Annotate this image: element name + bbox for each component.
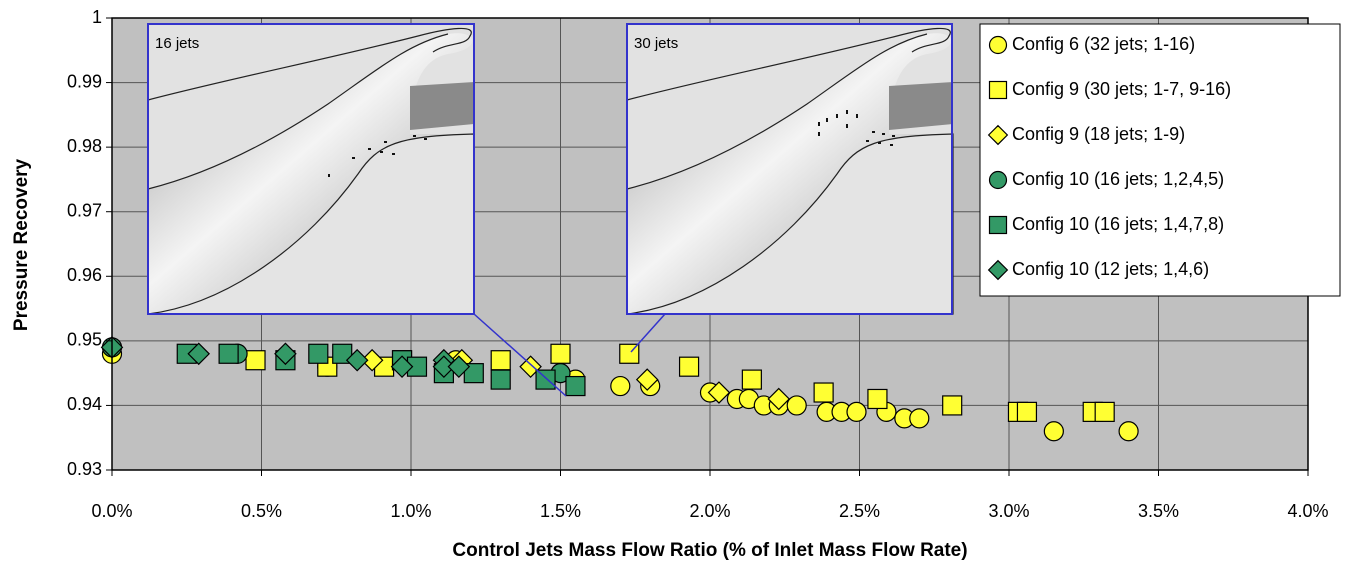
jet-dots: [818, 110, 895, 146]
x-tick-label: 2.0%: [689, 501, 730, 521]
legend-label: Config 10 (16 jets; 1,2,4,5): [1012, 169, 1224, 189]
point: [678, 356, 700, 377]
point: [550, 343, 571, 364]
legend-label: Config 9 (18 jets; 1-9): [1012, 124, 1185, 144]
marker: [988, 170, 1008, 190]
point: [741, 369, 762, 390]
marker: [987, 259, 1009, 281]
y-tick-label: 0.93: [67, 459, 102, 479]
legend-box: [979, 23, 1341, 297]
x-tick-label: 3.0%: [988, 501, 1029, 521]
point: [308, 343, 329, 364]
marker: [988, 80, 1008, 100]
y-tick-label: 0.97: [67, 200, 102, 220]
y-tick-label: 0.96: [67, 265, 102, 285]
inlet-image: [147, 23, 475, 315]
point: [390, 355, 414, 378]
x-tick-label: 3.5%: [1138, 501, 1179, 521]
legend-label: Config 6 (32 jets; 1-16): [1012, 34, 1195, 54]
annotation: 16 jets: [155, 35, 199, 52]
inset-16-jets: 16 jets: [147, 23, 567, 397]
x-tick-label: 1.5%: [540, 501, 581, 521]
legend: Config 6 (32 jets; 1-16) Config 9 (30 jet…: [979, 23, 1341, 297]
point: [490, 369, 511, 390]
points: [100, 336, 1139, 442]
y-tick-label: 0.98: [67, 136, 102, 156]
point: [942, 395, 963, 416]
y-tick-label: 0.99: [67, 71, 102, 91]
x-axis-title: Control Jets Mass Flow Ratio (% of Inlet…: [452, 540, 967, 561]
point: [610, 375, 631, 397]
point: [786, 395, 807, 416]
point: [519, 355, 542, 378]
jet-dots: [328, 135, 427, 177]
marker: [988, 35, 1008, 55]
legend-label: Config 9 (30 jets; 1-7, 9-16): [1012, 79, 1231, 99]
y-tick-label: 0.94: [67, 394, 102, 414]
point: [1094, 401, 1115, 422]
point: [187, 342, 211, 366]
point: [535, 369, 556, 390]
x-tick-label: 0.5%: [241, 501, 282, 521]
marker: [988, 215, 1008, 235]
point: [635, 368, 659, 391]
inset-frame: [626, 23, 953, 315]
inset-frame: [147, 23, 475, 315]
connector: [473, 313, 567, 397]
point: [345, 348, 369, 372]
point: [767, 387, 791, 411]
point: [846, 401, 867, 422]
point: [1043, 421, 1064, 442]
point: [360, 348, 384, 372]
inlet-image: [626, 23, 954, 315]
point: [218, 343, 239, 364]
point: [274, 342, 297, 366]
point: [245, 350, 266, 371]
x-tick-label: 0.0%: [91, 501, 132, 521]
point: [813, 382, 834, 403]
point: [432, 355, 456, 378]
x-tick-label: 4.0%: [1287, 501, 1328, 521]
point: [909, 408, 930, 429]
point: [463, 363, 484, 384]
inset-30-jets: 30 jets: [626, 23, 954, 353]
point: [565, 375, 586, 397]
point: [867, 388, 888, 410]
point: [1016, 401, 1038, 422]
point: [1118, 421, 1139, 442]
point: [332, 343, 353, 364]
legend-label: Config 10 (16 jets; 1,4,7,8): [1012, 214, 1224, 234]
x-tick-label: 1.0%: [390, 501, 431, 521]
point: [447, 355, 471, 378]
connector: [630, 313, 666, 353]
y-axis-title: Pressure Recovery: [11, 158, 32, 331]
legend-label: Config 10 (12 jets; 1,4,6): [1012, 259, 1209, 279]
annotation: 30 jets: [634, 35, 678, 52]
y-tick-label: 1: [92, 7, 102, 27]
y-tick-label: 0.95: [67, 330, 102, 350]
x-tick-label: 2.5%: [839, 501, 880, 521]
point: [490, 350, 511, 371]
marker: [987, 124, 1009, 146]
point: [707, 381, 731, 404]
